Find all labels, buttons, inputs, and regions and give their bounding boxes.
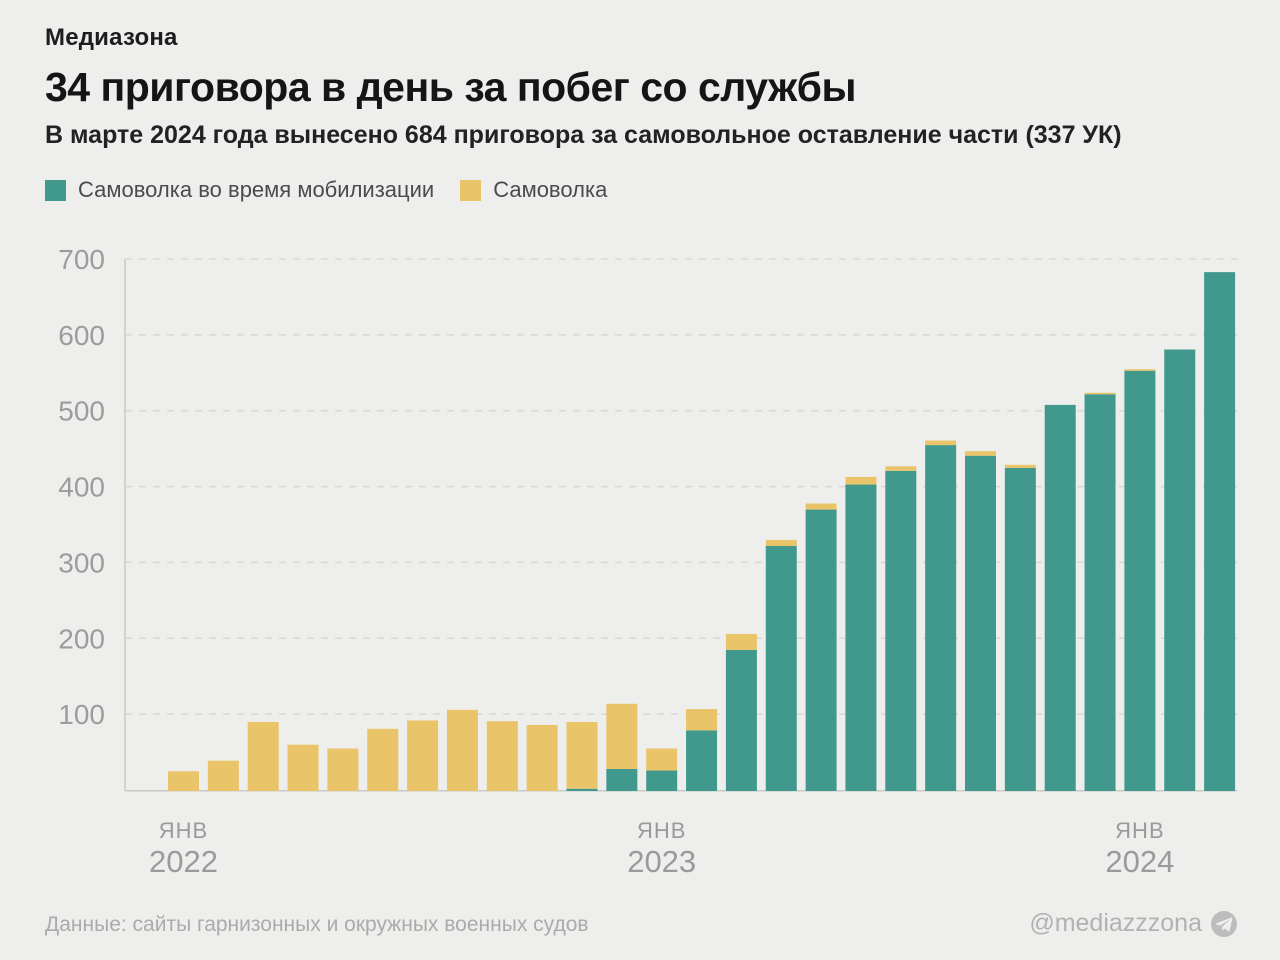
bar-regular-янв-2022 xyxy=(168,771,199,791)
bar-regular-июн-2022 xyxy=(367,728,399,791)
bar-mobilization-мар-2023 xyxy=(725,649,757,791)
x-tick-month-2023: ЯНВ xyxy=(637,818,686,843)
legend-label-mobilization: Самоволка во время мобилизации xyxy=(78,177,435,202)
bar-mobilization-май-2023 xyxy=(805,509,837,791)
bar-mobilization-фев-2024 xyxy=(1164,349,1196,791)
bar-regular-янв-2024 xyxy=(1124,369,1156,371)
bar-regular-авг-2022 xyxy=(446,709,478,791)
bar-regular-янв-2023 xyxy=(646,748,678,771)
bar-regular-июл-2022 xyxy=(407,720,439,791)
bar-regular-май-2022 xyxy=(327,748,359,791)
x-tick-year-2024: 2024 xyxy=(1105,844,1174,879)
telegram-icon xyxy=(1211,910,1237,937)
bar-regular-фев-2023 xyxy=(686,709,718,731)
bar-regular-май-2023 xyxy=(805,503,837,510)
bar-regular-ноя-2022 xyxy=(566,721,598,789)
bar-regular-дек-2023 xyxy=(1084,392,1116,395)
mobilization-swatch-icon xyxy=(45,179,66,201)
bar-regular-апр-2023 xyxy=(765,539,797,546)
social-handle: @mediazzzona xyxy=(1029,909,1238,938)
bar-regular-сен-2023 xyxy=(965,451,996,456)
bar-regular-апр-2022 xyxy=(287,744,319,791)
page-title: 34 приговора в день за побег со службы xyxy=(45,64,857,110)
y-tick-label-300: 300 xyxy=(58,547,105,578)
bar-mobilization-мар-2024 xyxy=(1204,272,1236,791)
y-tick-label-400: 400 xyxy=(58,472,105,503)
y-tick-label-100: 100 xyxy=(58,699,105,730)
legend-item-mobilization: Самоволка во время мобилизации xyxy=(45,177,434,203)
bar-regular-окт-2023 xyxy=(1004,464,1036,468)
bar-mobilization-авг-2023 xyxy=(925,445,957,791)
x-tick-year-2023: 2023 xyxy=(627,844,696,879)
bar-mobilization-сен-2023 xyxy=(965,455,996,791)
legend-label-regular: Самоволка xyxy=(493,177,608,202)
bar-mobilization-ноя-2022 xyxy=(566,788,598,791)
bar-mobilization-апр-2023 xyxy=(765,545,797,791)
legend: Самоволка во время мобилизации Самоволка xyxy=(45,177,607,203)
bar-mobilization-июл-2023 xyxy=(885,470,917,791)
bar-regular-июн-2023 xyxy=(845,476,877,485)
bar-regular-дек-2022 xyxy=(606,703,638,770)
brand-logo-text: Медиазона xyxy=(45,24,178,51)
bar-mobilization-окт-2023 xyxy=(1004,467,1036,791)
page-subtitle: В марте 2024 года вынесено 684 приговора… xyxy=(45,121,1122,149)
bar-regular-фев-2022 xyxy=(207,760,239,791)
y-tick-label-600: 600 xyxy=(58,320,105,351)
x-tick-year-2022: 2022 xyxy=(149,844,218,879)
bar-mobilization-янв-2024 xyxy=(1124,370,1156,791)
regular-swatch-icon xyxy=(460,179,482,201)
bar-regular-авг-2023 xyxy=(925,440,957,446)
bar-mobilization-дек-2023 xyxy=(1084,394,1116,791)
bar-mobilization-дек-2022 xyxy=(606,769,638,791)
x-tick-month-2024: ЯНВ xyxy=(1115,818,1164,843)
bar-mobilization-янв-2023 xyxy=(646,770,678,791)
bar-regular-мар-2023 xyxy=(725,633,757,650)
data-source-note: Данные: сайты гарнизонных и окружных вое… xyxy=(45,913,589,936)
y-tick-label-200: 200 xyxy=(58,623,105,654)
y-tick-label-700: 700 xyxy=(58,244,105,275)
bar-mobilization-ноя-2023 xyxy=(1044,404,1076,791)
bar-regular-сен-2022 xyxy=(486,721,518,791)
bar-regular-июл-2023 xyxy=(885,466,917,471)
social-handle-text: @mediazzzona xyxy=(1029,909,1202,937)
bar-mobilization-фев-2023 xyxy=(686,730,718,791)
legend-item-regular: Самоволка xyxy=(460,177,607,203)
bar-mobilization-июн-2023 xyxy=(845,484,877,791)
x-tick-month-2022: ЯНВ xyxy=(159,818,208,843)
bar-regular-окт-2022 xyxy=(526,725,558,791)
y-tick-label-500: 500 xyxy=(58,396,105,427)
bar-regular-мар-2022 xyxy=(247,721,279,791)
